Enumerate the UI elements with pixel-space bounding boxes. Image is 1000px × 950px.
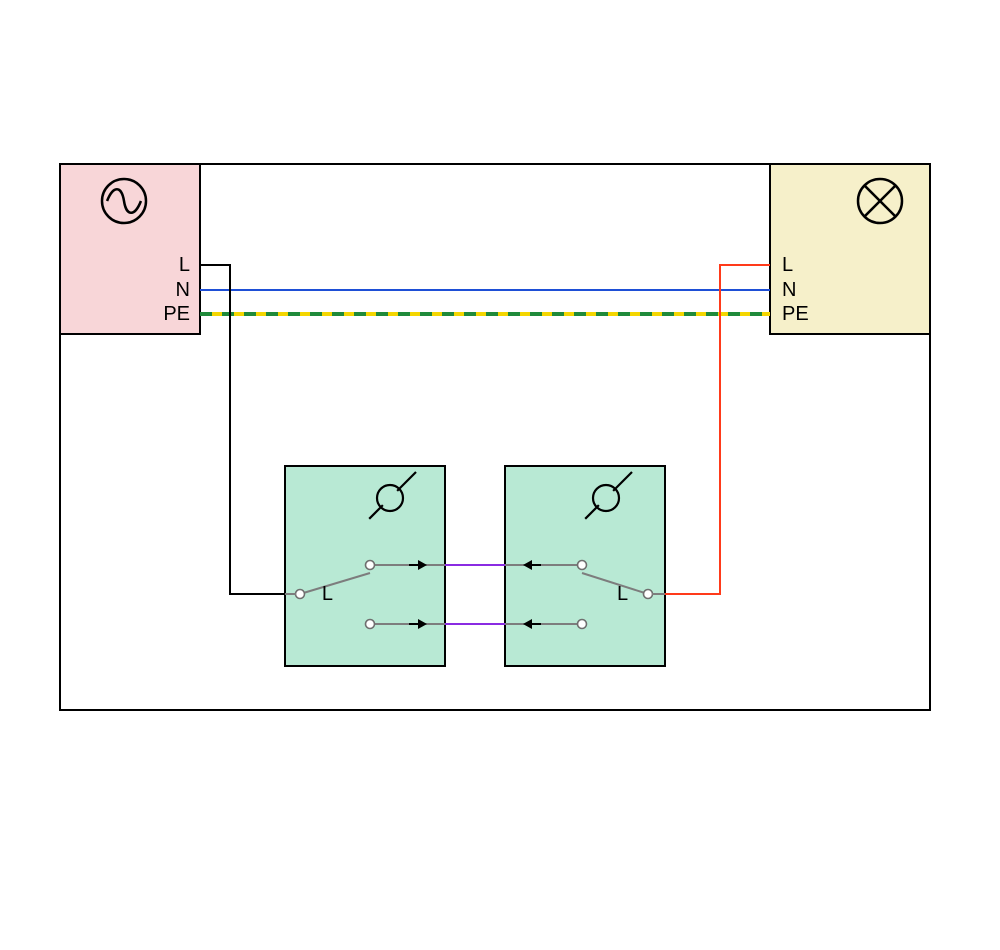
lamp-L-label: L	[782, 254, 793, 276]
source-N-label: N	[176, 279, 190, 301]
switch-a-L-label: L	[322, 583, 333, 605]
source-PE-label: PE	[163, 303, 190, 325]
switch-b-L-label: L	[617, 583, 628, 605]
lamp-PE-label: PE	[782, 303, 809, 325]
lamp-N-label: N	[782, 279, 796, 301]
source-L-label: L	[179, 254, 190, 276]
